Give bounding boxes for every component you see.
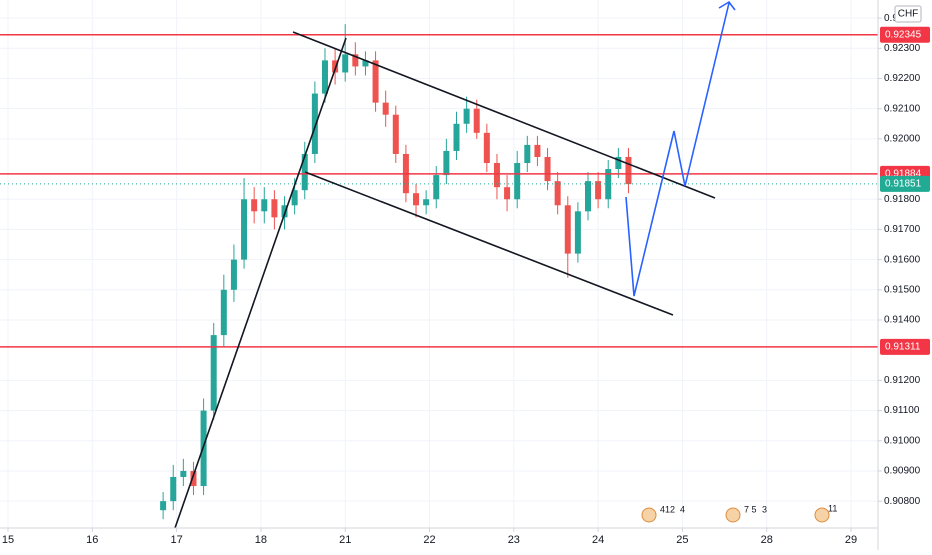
level-badge bbox=[880, 338, 930, 355]
candle-body bbox=[382, 102, 389, 115]
candle-body bbox=[413, 193, 420, 206]
candle-body bbox=[463, 108, 470, 124]
level-label: 0.91884 bbox=[885, 169, 922, 180]
currency-label: CHF bbox=[898, 9, 919, 20]
candle-body bbox=[301, 153, 308, 191]
level-label: 0.92345 bbox=[885, 29, 922, 40]
candle-body bbox=[160, 501, 167, 511]
x-tick-label: 28 bbox=[761, 534, 773, 546]
y-tick-label: 0.91400 bbox=[884, 315, 921, 326]
y-tick-label: 0.92300 bbox=[884, 43, 921, 54]
candle-body bbox=[372, 60, 379, 103]
event-label: 11 bbox=[828, 503, 837, 513]
grid bbox=[0, 0, 878, 528]
event-label: 7 5 bbox=[744, 504, 757, 514]
event-flag bbox=[814, 507, 830, 523]
y-tick-label: 0.91500 bbox=[884, 284, 921, 295]
event-label: 412 bbox=[660, 504, 675, 514]
candle-body bbox=[524, 144, 531, 164]
candle-body bbox=[595, 181, 602, 200]
candle-body bbox=[180, 470, 187, 477]
y-tick-label: 0.91100 bbox=[884, 405, 920, 416]
y-tick-label: 0.92200 bbox=[884, 73, 921, 84]
x-tick-label: 25 bbox=[676, 534, 688, 546]
candle-body bbox=[261, 199, 268, 212]
channel-upper bbox=[292, 31, 716, 199]
candle-body bbox=[473, 108, 480, 133]
y-tick-label: 0.90800 bbox=[884, 496, 921, 507]
event-label: 4 bbox=[680, 504, 685, 514]
candle-body bbox=[423, 199, 430, 206]
candle-body bbox=[483, 132, 490, 164]
candle-body bbox=[443, 150, 450, 176]
candle-body bbox=[311, 93, 318, 154]
level-label: 0.91311 bbox=[885, 342, 921, 353]
y-tick-label: 0.91200 bbox=[884, 375, 921, 386]
event-label: 3 bbox=[762, 504, 767, 514]
candle-body bbox=[291, 190, 298, 206]
candle-body bbox=[585, 181, 592, 212]
candle-body bbox=[544, 156, 551, 182]
event-flag bbox=[725, 507, 741, 523]
candle-body bbox=[564, 205, 571, 254]
candle-body bbox=[362, 60, 369, 67]
y-tick-label: 0.90900 bbox=[884, 466, 921, 477]
x-tick-label: 29 bbox=[845, 534, 857, 546]
levels bbox=[0, 33, 878, 348]
candle-body bbox=[220, 289, 227, 336]
x-tick-label: 15 bbox=[2, 534, 14, 546]
y-tick-label: 0.92000 bbox=[884, 134, 921, 145]
x-tick-label: 21 bbox=[339, 534, 351, 546]
drawings bbox=[174, 0, 736, 529]
candle-body bbox=[241, 199, 248, 260]
candle-body bbox=[230, 259, 237, 290]
x-tick-label: 24 bbox=[592, 534, 604, 546]
candle-body bbox=[493, 163, 500, 188]
candle-body bbox=[271, 199, 278, 218]
candle-body bbox=[534, 144, 541, 157]
y-tick-label: 0.92100 bbox=[884, 103, 921, 114]
candle-body bbox=[251, 199, 258, 212]
candle-body bbox=[615, 156, 622, 170]
candle-body bbox=[514, 163, 521, 200]
y-tick-label: 0.91000 bbox=[884, 435, 921, 446]
y-tick-label: 0.91800 bbox=[884, 194, 921, 205]
currency-box bbox=[894, 5, 922, 23]
candle-body bbox=[352, 54, 359, 67]
projection-arrowhead bbox=[718, 0, 736, 11]
candle-body bbox=[342, 54, 349, 73]
level-badge bbox=[880, 26, 930, 43]
candle-body bbox=[210, 335, 217, 411]
candle-body bbox=[332, 60, 339, 73]
trend-line bbox=[174, 37, 347, 529]
candle-body bbox=[433, 175, 440, 200]
x-tick-label: 18 bbox=[255, 534, 267, 546]
y-tick-label: 0.91700 bbox=[884, 224, 921, 235]
last-price-badge bbox=[880, 175, 930, 192]
event-flag bbox=[641, 507, 657, 523]
last-price-label: 0.91851 bbox=[885, 178, 922, 189]
x-tick-label: 16 bbox=[86, 534, 98, 546]
x-tick-label: 22 bbox=[423, 534, 435, 546]
candle-body bbox=[625, 156, 632, 185]
axes: 0.924000.923000.922000.921000.920000.918… bbox=[2, 13, 930, 546]
candle-body bbox=[190, 470, 197, 487]
candle-body bbox=[453, 123, 460, 151]
candle-body bbox=[321, 60, 328, 94]
candle-body bbox=[554, 181, 561, 206]
y-tick-label: 0.91600 bbox=[884, 254, 921, 265]
candle-body bbox=[392, 114, 399, 154]
events: 412 4 7 5 3 11 bbox=[641, 503, 837, 523]
candle-body bbox=[281, 205, 288, 218]
candle-body bbox=[170, 476, 177, 502]
candle-body bbox=[574, 211, 581, 254]
candle-body bbox=[504, 187, 511, 200]
channel-lower bbox=[304, 171, 674, 316]
x-tick-label: 23 bbox=[508, 534, 520, 546]
x-tick-label: 17 bbox=[170, 534, 182, 546]
projection-path bbox=[625, 2, 730, 297]
